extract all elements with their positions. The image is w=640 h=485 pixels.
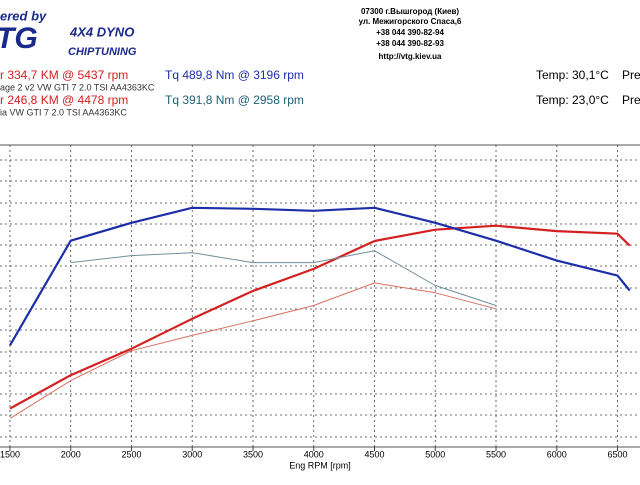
x-tick-label: 4500	[364, 449, 384, 459]
address-line: 07300 г.Вышгород (Киев)	[361, 7, 459, 16]
x-tick-label: 2500	[121, 449, 141, 459]
address-line: +38 044 390-82-93	[376, 39, 444, 48]
power-peak: r 246,8 KM @ 4478 rpm	[0, 93, 128, 107]
x-tick-label: 2000	[61, 449, 81, 459]
brand: ered by	[0, 8, 47, 23]
address-line: ул. Межигорского Спаса,6	[359, 17, 462, 26]
car-name: age 2 v2 VW GTI 7 2.0 TSI AA4363KC	[0, 82, 155, 92]
x-tick-label: 4000	[304, 449, 324, 459]
address-line: http://vtg.kiev.ua	[379, 52, 443, 61]
power-peak: r 334,7 KM @ 5437 rpm	[0, 68, 128, 82]
curve	[9, 206, 631, 346]
torque-peak: Tq 489,8 Nm @ 3196 rpm	[165, 68, 304, 82]
logo: TG	[0, 22, 38, 55]
x-tick-label: 3500	[243, 449, 263, 459]
pressure: Pre	[622, 68, 640, 82]
x-tick-label: 5000	[425, 449, 445, 459]
x-tick-label: 5500	[486, 449, 506, 459]
curve	[70, 250, 497, 306]
torque-peak: Tq 391,8 Nm @ 2958 rpm	[165, 93, 304, 107]
chiptuning-label: CHIPTUNING	[68, 46, 137, 58]
x-tick-label: 6500	[608, 449, 628, 459]
car-name: ia VW GTI 7 2.0 TSI AA4363KC	[0, 107, 127, 117]
x-tick-label: 3000	[182, 449, 202, 459]
curve	[9, 282, 497, 419]
pressure: Pre	[622, 93, 640, 107]
h-grid	[0, 159, 640, 438]
dyno-label: 4X4 DYNO	[69, 24, 134, 39]
temperature: Temp: 30,1°C	[536, 68, 609, 82]
x-axis-label: Eng RPM [rpm]	[289, 460, 351, 470]
x-tick-label: 1500	[0, 449, 20, 459]
temperature: Temp: 23,0°C	[536, 93, 609, 107]
curve	[9, 224, 631, 410]
address-line: +38 044 390-82-94	[376, 28, 444, 37]
x-tick-label: 6000	[547, 449, 567, 459]
